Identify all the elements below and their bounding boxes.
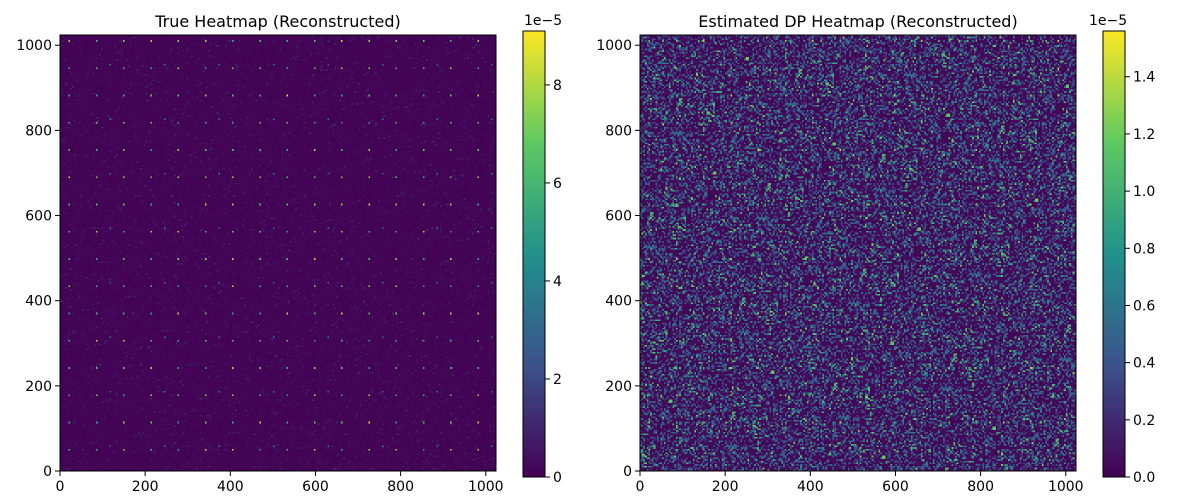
y-tick-label: 200 xyxy=(605,379,632,395)
heatmap-image xyxy=(639,34,1077,472)
heatmap-image xyxy=(59,34,497,472)
chart-estimated-dp-heatmap: Estimated DP Heatmap (Reconstructed) 0 20… xyxy=(596,12,1155,495)
x-tick-label: 800 xyxy=(387,479,414,495)
colorbar-gradient xyxy=(1103,31,1125,477)
colorbar-tick-label: 4 xyxy=(553,274,562,290)
chart-title: True Heatmap (Reconstructed) xyxy=(154,12,401,31)
x-axis: 0 200 400 600 800 1000 xyxy=(636,471,1084,495)
x-tick-label: 200 xyxy=(132,479,159,495)
colorbar-tick-label: 0.4 xyxy=(1133,356,1155,372)
plot-frame xyxy=(639,34,1077,472)
x-tick-label: 1000 xyxy=(1048,479,1084,495)
colorbar-tick-label: 1.2 xyxy=(1133,127,1155,143)
heatmap-raster xyxy=(60,35,496,471)
x-tick-label: 0 xyxy=(56,479,65,495)
colorbar-tick-label: 0.0 xyxy=(1133,470,1155,486)
colorbar-ticks: 0 2 4 6 8 xyxy=(545,78,562,486)
x-axis: 0 200 400 600 800 1000 xyxy=(56,471,504,495)
y-axis: 0 200 400 600 800 1000 xyxy=(16,38,60,480)
x-tick-label: 400 xyxy=(797,479,824,495)
y-tick-label: 600 xyxy=(25,209,52,225)
colorbar-scale-label: 1e−5 xyxy=(1089,13,1127,29)
colorbar-tick-label: 1.0 xyxy=(1133,184,1155,200)
y-tick-label: 0 xyxy=(43,464,52,480)
y-tick-label: 1000 xyxy=(16,38,52,54)
y-tick-label: 200 xyxy=(25,379,52,395)
x-tick-label: 1000 xyxy=(468,479,504,495)
colorbar: 1e−5 0.0 0.2 0.4 0.6 0.8 1.0 1.2 1.4 xyxy=(1089,13,1155,486)
colorbar-tick-label: 0.8 xyxy=(1133,241,1155,257)
x-tick-label: 200 xyxy=(712,479,739,495)
x-tick-label: 400 xyxy=(217,479,244,495)
y-tick-label: 400 xyxy=(605,294,632,310)
colorbar-tick-label: 8 xyxy=(553,78,562,94)
colorbar-frame xyxy=(522,30,546,478)
y-tick-label: 1000 xyxy=(596,38,632,54)
y-tick-label: 800 xyxy=(605,123,632,139)
colorbar-scale-label: 1e−5 xyxy=(524,13,562,29)
x-tick-label: 800 xyxy=(967,479,994,495)
colorbar-tick-label: 0.6 xyxy=(1133,298,1155,314)
heatmap-raster xyxy=(640,35,1076,471)
x-tick-label: 600 xyxy=(882,479,909,495)
colorbar-tick-label: 2 xyxy=(553,372,562,388)
y-axis: 0 200 400 600 800 1000 xyxy=(596,38,640,480)
colorbar-tick-label: 6 xyxy=(553,176,562,192)
x-tick-label: 0 xyxy=(636,479,645,495)
y-tick-label: 0 xyxy=(623,464,632,480)
y-tick-label: 600 xyxy=(605,209,632,225)
colorbar-tick-label: 0 xyxy=(553,470,562,486)
chart-true-heatmap: True Heatmap (Reconstructed) 0 200 400 600 8… xyxy=(16,12,562,495)
chart-title: Estimated DP Heatmap (Reconstructed) xyxy=(698,12,1017,31)
colorbar-tick-label: 1.4 xyxy=(1133,70,1155,86)
y-tick-label: 400 xyxy=(25,294,52,310)
colorbar-gradient xyxy=(523,31,545,477)
y-tick-label: 800 xyxy=(25,123,52,139)
plot-frame xyxy=(59,34,497,472)
x-tick-label: 600 xyxy=(302,479,329,495)
colorbar: 1e−5 0 2 4 6 8 xyxy=(522,13,562,486)
colorbar-frame xyxy=(1102,30,1126,478)
colorbar-ticks: 0.0 0.2 0.4 0.6 0.8 1.0 1.2 1.4 xyxy=(1125,70,1155,486)
colorbar-tick-label: 0.2 xyxy=(1133,413,1155,429)
